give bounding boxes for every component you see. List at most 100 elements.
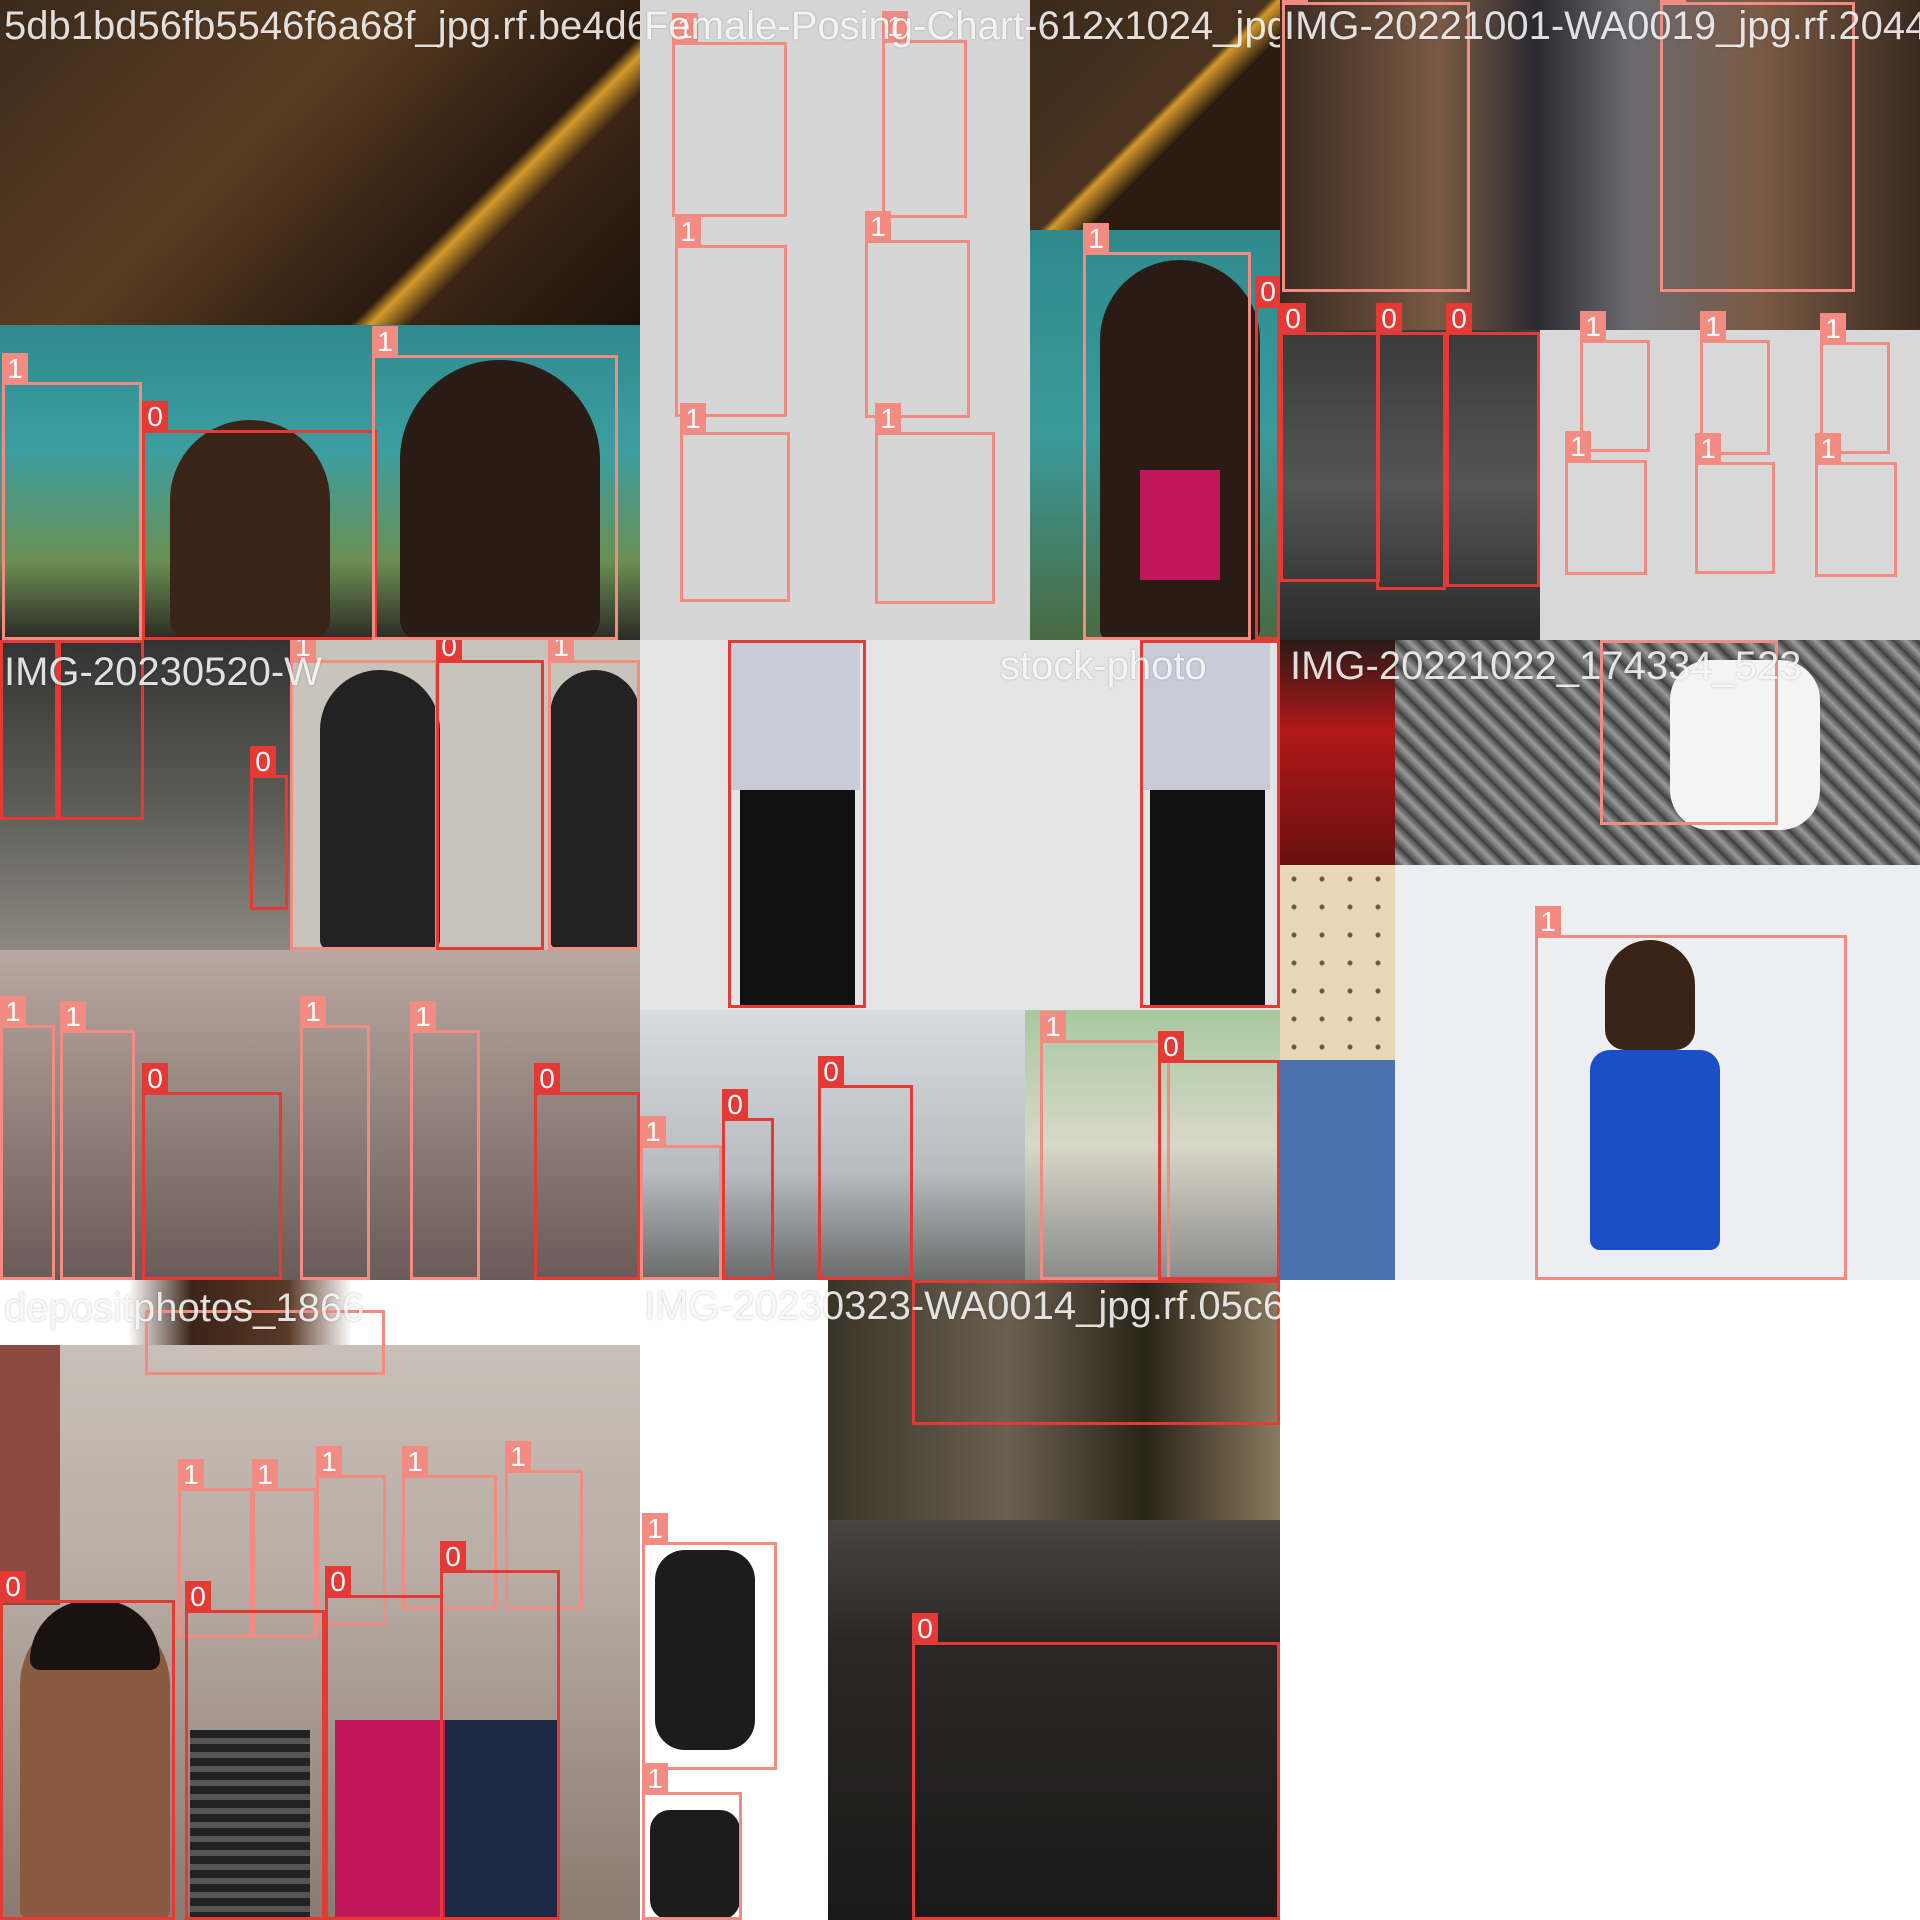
bbox-person: 1 (680, 432, 790, 602)
class-label: 0 (1255, 276, 1280, 308)
class-label: 1 (1600, 640, 1626, 643)
class-label: 0 (728, 640, 754, 643)
bbox-person: 1 (1660, 2, 1855, 292)
class-label: 0 (1140, 640, 1166, 643)
class-label: 1 (680, 403, 706, 435)
class-label: 1 (372, 326, 398, 358)
class-label: 1 (1820, 313, 1846, 345)
bbox-person: 1 (1040, 1040, 1170, 1280)
class-label: 0 (142, 401, 168, 433)
bbox-face: 0 (1140, 640, 1280, 1008)
bbox-face: 0 (436, 660, 544, 950)
bbox-person: 1 (300, 1025, 370, 1280)
class-label: 1 (865, 211, 891, 243)
class-label: 0 (185, 1581, 211, 1613)
bbox-face: 0 (1376, 332, 1446, 590)
mosaic-tile-7: depositphotos_1866 1 1 1 1 1 0 0 0 0 (0, 1280, 640, 1920)
bbox-person: 1 (2, 382, 142, 640)
bbox-person: 1 (1535, 935, 1847, 1280)
bbox-person: 1 (290, 660, 438, 950)
class-label: 1 (672, 13, 698, 45)
class-label: 0 (534, 1063, 560, 1095)
bbox-person: 1 (1083, 252, 1251, 640)
bbox-person: 1 (1815, 462, 1897, 577)
red-strip-photo (1280, 640, 1395, 865)
class-label: 1 (410, 1001, 436, 1033)
class-label: 1 (675, 216, 701, 248)
mosaic-tile-3: IMG-20221001-WA0019_jpg.rf.20448 1 1 0 0… (1280, 0, 1920, 640)
class-label: 0 (818, 1056, 844, 1088)
class-label: 1 (252, 1459, 278, 1491)
mosaic-tile-8: IMG-20230323-WA0014_jpg.rf.05c64d1e9e745… (640, 1280, 1280, 1920)
class-label: 0 (0, 1571, 26, 1603)
bbox-face: 0 (1280, 332, 1380, 582)
bbox-person: 1 (640, 1145, 722, 1280)
table-photo (1030, 0, 1280, 230)
class-label: 0 (912, 1613, 938, 1645)
bbox-face: 0 (440, 1570, 560, 1920)
bbox-person (145, 1310, 385, 1375)
bbox-person: 1 (875, 432, 995, 604)
mosaic-tile-6: IMG-20221022_174334_523 1 1 (1280, 640, 1920, 1280)
bbox-person: 1 (865, 240, 970, 418)
bbox-face: 0 (912, 1642, 1280, 1920)
class-label: 1 (2, 353, 28, 385)
class-label: 1 (60, 1001, 86, 1033)
bbox-face: 0 (1446, 332, 1540, 587)
bbox-person: 1 (882, 40, 967, 218)
bbox-face: 0 (142, 430, 377, 640)
bbox-face: 0 (250, 775, 288, 910)
class-label: 1 (640, 1116, 666, 1148)
class-label: 1 (300, 996, 326, 1028)
bbox-person: 1 (0, 1025, 55, 1280)
bbox-face: 0 (722, 1118, 774, 1280)
class-label: 0 (1446, 303, 1472, 335)
bbox-person: 1 (1695, 462, 1775, 574)
class-label: 0 (142, 1063, 168, 1095)
bbox-person: 1 (642, 1792, 742, 1920)
bbox-person: 1 (1600, 640, 1778, 825)
bbox-face: 0 (58, 640, 144, 820)
class-label: 0 (1280, 303, 1306, 335)
bbox-person: 1 (1282, 2, 1470, 292)
wall-pillar (0, 1345, 60, 1605)
class-label: 1 (402, 1446, 428, 1478)
class-label: 1 (1535, 906, 1561, 938)
bbox-face: 0 (728, 640, 866, 1008)
mosaic-tile-2: Female-Posing-Chart-612x1024_jpg.r 1 1 1… (640, 0, 1280, 640)
class-label: 0 (250, 746, 276, 778)
class-label: 0 (58, 640, 84, 643)
bbox-face: 0 (142, 1092, 282, 1280)
class-label: 1 (1040, 1011, 1066, 1043)
class-label: 1 (178, 1459, 204, 1491)
class-label: 1 (882, 11, 908, 43)
bbox-face: 0 (325, 1595, 443, 1920)
class-label: 1 (1565, 431, 1591, 463)
class-label: 0 (325, 1566, 351, 1598)
bbox-person: 1 (1565, 460, 1647, 575)
bbox-person: 1 (548, 660, 640, 950)
class-label: 0 (440, 1541, 466, 1573)
class-label: 1 (1660, 0, 1686, 5)
bbox-face: 0 (1158, 1060, 1280, 1280)
bbox-face: 0 (1255, 305, 1280, 640)
table-photo (0, 0, 640, 325)
class-label: 0 (0, 640, 26, 643)
bbox-face: 0 (0, 1600, 175, 1920)
mosaic-tile-1: 5db1bd56fb5546f6a68f_jpg.rf.be4d63 1 0 1 (0, 0, 640, 640)
class-label: 1 (1580, 311, 1606, 343)
class-label: 1 (290, 640, 316, 663)
class-label: 1 (1815, 433, 1841, 465)
class-label: 0 (1376, 303, 1402, 335)
bbox-person: 1 (410, 1030, 480, 1280)
bbox-person: 1 (675, 245, 787, 417)
bbox-person: 1 (372, 355, 618, 640)
class-label: 1 (642, 1513, 668, 1545)
bbox-person: 1 (642, 1542, 777, 1770)
class-label: 0 (722, 1089, 748, 1121)
class-label: 0 (436, 640, 462, 663)
bbox-face: 0 (818, 1085, 913, 1280)
class-label: 1 (1282, 0, 1308, 5)
class-label: 1 (316, 1446, 342, 1478)
